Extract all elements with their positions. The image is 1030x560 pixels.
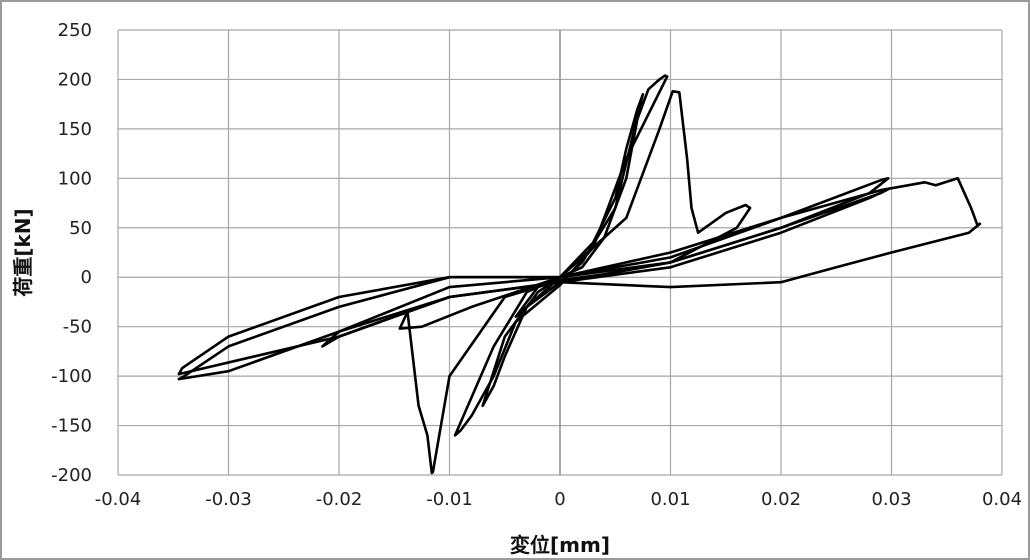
x-axis-title: 変位[mm] <box>510 533 610 557</box>
y-tick-label: -150 <box>51 416 92 437</box>
x-tick-label: 0.04 <box>982 489 1022 510</box>
y-tick-label: 250 <box>58 20 92 41</box>
grid-layer <box>117 29 1003 476</box>
y-tick-label: -100 <box>51 366 92 387</box>
x-tick-label: -0.01 <box>426 489 473 510</box>
x-tick-label: 0.02 <box>761 489 801 510</box>
tick-layer: -0.04 -0.03 -0.02 -0.01 0 0.01 0.02 0.03 0.04 250… <box>51 20 1022 510</box>
y-tick-label: 150 <box>58 119 92 140</box>
y-axis-title: 荷重[kN] <box>11 208 35 296</box>
y-tick-label: 0 <box>81 267 92 288</box>
y-tick-label: -200 <box>51 465 92 486</box>
x-tick-label: 0.01 <box>650 489 690 510</box>
series-line-7 <box>177 177 982 381</box>
y-tick-label: 200 <box>58 69 92 90</box>
x-tick-label: -0.02 <box>316 489 363 510</box>
x-tick-label: 0.03 <box>871 489 911 510</box>
x-tick-label: 0 <box>554 489 565 510</box>
series-layer <box>177 74 982 475</box>
y-tick-label: 100 <box>58 168 92 189</box>
y-tick-label: -50 <box>63 317 92 338</box>
x-tick-label: -0.04 <box>95 489 142 510</box>
y-tick-label: 50 <box>69 218 92 239</box>
x-tick-label: -0.03 <box>205 489 252 510</box>
series-line-5 <box>321 187 890 348</box>
